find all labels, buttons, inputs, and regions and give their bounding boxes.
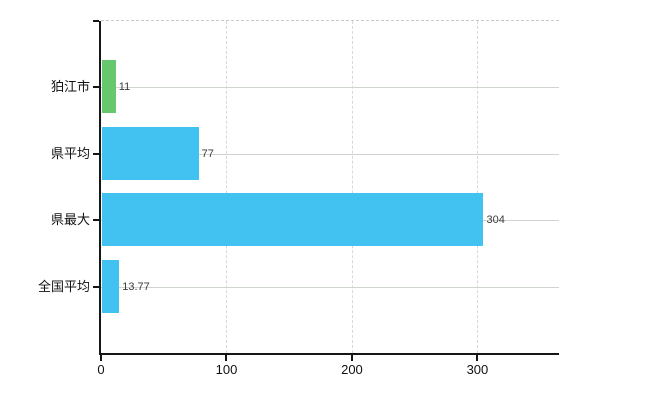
- y-axis-tick: [93, 219, 99, 222]
- bar-value-label: 304: [486, 214, 505, 227]
- bar-value-label: 11: [118, 81, 131, 94]
- x-tick-label: 300: [466, 362, 489, 377]
- gridline-horizontal: [101, 286, 559, 288]
- category-label: 全国平均: [37, 278, 90, 294]
- gridline-vertical: [351, 21, 353, 353]
- gridline-horizontal: [101, 153, 559, 155]
- bar: [102, 60, 116, 114]
- y-axis-tick: [93, 152, 99, 155]
- bar-value-label: 77: [201, 147, 214, 160]
- x-axis-tick: [100, 355, 102, 361]
- x-axis-tick: [350, 355, 353, 361]
- gridline-vertical: [226, 21, 228, 353]
- y-axis-tick: [93, 285, 99, 288]
- x-axis-tick: [476, 355, 479, 361]
- gridline-horizontal: [101, 87, 559, 89]
- category-label: 県最大: [50, 212, 90, 228]
- y-axis-tick: [93, 20, 99, 22]
- bar: [102, 193, 483, 247]
- bar: [102, 259, 119, 313]
- x-tick-label: 200: [341, 362, 363, 377]
- category-label: 狛江市: [50, 79, 90, 95]
- plot-top-border: [101, 20, 559, 21]
- category-label: 県平均: [50, 145, 90, 161]
- x-tick-label: 100: [215, 362, 238, 377]
- y-axis-line: [99, 21, 101, 355]
- bar: [102, 126, 199, 180]
- x-axis-tick: [225, 355, 228, 361]
- x-tick-label: 0: [97, 362, 105, 377]
- gridline-vertical: [477, 21, 479, 353]
- y-axis-tick: [93, 86, 99, 89]
- x-axis-line: [99, 353, 559, 355]
- bar-value-label: 13.77: [122, 280, 150, 293]
